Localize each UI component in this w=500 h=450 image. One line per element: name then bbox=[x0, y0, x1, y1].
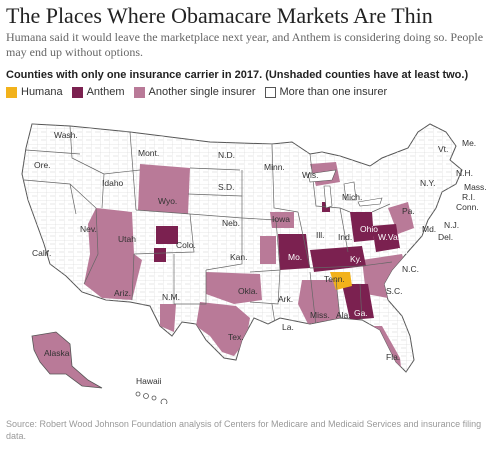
label-kan: Kan. bbox=[230, 252, 248, 262]
great-lakes bbox=[307, 169, 383, 209]
label-ariz: Ariz. bbox=[114, 288, 131, 298]
map-title: Counties with only one insurance carrier… bbox=[6, 69, 469, 81]
region-texas bbox=[196, 302, 250, 356]
label-del: Del. bbox=[438, 232, 453, 242]
region-pa-md bbox=[388, 202, 414, 234]
label-nm: N.M. bbox=[162, 292, 180, 302]
label-ohio: Ohio bbox=[360, 224, 378, 234]
label-wva: W.Va. bbox=[378, 232, 400, 242]
label-me: Me. bbox=[462, 138, 476, 148]
label-mass: Mass. bbox=[464, 182, 487, 192]
legend-swatch-humana bbox=[6, 86, 17, 98]
label-wash: Wash. bbox=[54, 130, 78, 140]
label-miss: Miss. bbox=[310, 310, 330, 320]
label-ny: N.Y. bbox=[420, 178, 435, 188]
label-nc: N.C. bbox=[402, 264, 419, 274]
label-neb: Neb. bbox=[222, 218, 240, 228]
label-wis: Wis. bbox=[302, 170, 319, 180]
county-grid bbox=[22, 124, 462, 372]
region-southeast bbox=[298, 280, 340, 324]
label-ri: R.I. bbox=[462, 192, 475, 202]
region-kentucky bbox=[310, 246, 366, 272]
region-georgia bbox=[342, 284, 374, 320]
label-md: Md. bbox=[422, 224, 436, 234]
legend-item-other: Another single insurer bbox=[133, 86, 256, 98]
state-labels: Wash. Ore. Calif. Nev. Idaho Mont. Wyo. … bbox=[32, 130, 487, 386]
label-ind: Ind. bbox=[338, 232, 352, 242]
anthem-regions bbox=[154, 202, 400, 320]
region-virginia bbox=[372, 224, 400, 252]
label-wyo: Wyo. bbox=[158, 196, 177, 206]
label-ky: Ky. bbox=[350, 254, 362, 264]
label-ala: Ala. bbox=[336, 310, 351, 320]
region-utah-arizona bbox=[84, 208, 142, 300]
label-ore: Ore. bbox=[34, 160, 51, 170]
label-idaho: Idaho bbox=[102, 178, 124, 188]
region-colorado-south bbox=[154, 248, 166, 262]
region-missouri bbox=[278, 234, 310, 270]
region-ohio bbox=[350, 212, 374, 242]
label-conn: Conn. bbox=[456, 202, 479, 212]
label-sc: S.C. bbox=[386, 286, 403, 296]
label-mont: Mont. bbox=[138, 148, 159, 158]
label-mich: Mich. bbox=[342, 192, 362, 202]
us-map-svg: Wash. Ore. Calif. Nev. Idaho Mont. Wyo. … bbox=[21, 123, 487, 404]
region-colorado bbox=[156, 226, 178, 244]
label-mo: Mo. bbox=[288, 252, 302, 262]
label-ga: Ga. bbox=[354, 308, 368, 318]
legend-swatch-other bbox=[133, 86, 145, 98]
headline: The Places Where Obamacare Markets Are T… bbox=[6, 3, 433, 28]
region-missouri-west bbox=[260, 236, 276, 264]
label-nd: N.D. bbox=[218, 150, 235, 160]
label-sd: S.D. bbox=[218, 182, 235, 192]
legend-item-multiple: More than one insurer bbox=[264, 86, 388, 98]
legend-label-humana: Humana bbox=[21, 86, 63, 98]
label-tex: Tex. bbox=[228, 332, 244, 342]
label-okla: Okla. bbox=[238, 286, 258, 296]
legend-label-other: Another single insurer bbox=[148, 86, 256, 98]
label-iowa: Iowa bbox=[272, 214, 290, 224]
label-alaska: Alaska bbox=[44, 348, 70, 358]
label-la: La. bbox=[282, 322, 294, 332]
label-minn: Minn. bbox=[264, 162, 285, 172]
legend-item-humana: Humana bbox=[6, 86, 63, 98]
legend-label-multiple: More than one insurer bbox=[279, 86, 388, 98]
label-nj: N.J. bbox=[444, 220, 459, 230]
label-nev: Nev. bbox=[80, 224, 97, 234]
label-vt: Vt. bbox=[438, 144, 448, 154]
legend-swatch-anthem bbox=[71, 86, 83, 98]
hawaii-islands bbox=[135, 391, 168, 404]
legend: Humana Anthem Another single insurer Mor… bbox=[6, 86, 396, 98]
label-calif: Calif. bbox=[32, 248, 51, 258]
region-humana-tennessee bbox=[330, 272, 352, 290]
region-wyoming bbox=[138, 164, 190, 214]
label-va: Va. bbox=[398, 246, 410, 256]
legend-item-anthem: Anthem bbox=[71, 86, 125, 98]
label-pa: Pa. bbox=[402, 206, 415, 216]
region-oklahoma bbox=[206, 272, 262, 304]
alaska-outline bbox=[31, 331, 103, 389]
label-hawaii: Hawaii bbox=[136, 376, 162, 386]
source-note: Source: Robert Wood Johnson Foundation a… bbox=[6, 419, 482, 441]
region-nm-border bbox=[160, 304, 176, 332]
dek: Humana said it would leave the marketpla… bbox=[6, 30, 484, 59]
label-nh: N.H. bbox=[456, 168, 473, 178]
legend-swatch-multiple bbox=[264, 86, 276, 98]
label-utah: Utah bbox=[118, 234, 136, 244]
label-tenn: Tenn. bbox=[324, 274, 345, 284]
legend-label-anthem: Anthem bbox=[86, 86, 125, 98]
label-colo: Colo. bbox=[176, 240, 196, 250]
label-fla: Fla. bbox=[386, 352, 400, 362]
label-ill: Ill. bbox=[316, 230, 325, 240]
us-county-map: Wash. Ore. Calif. Nev. Idaho Mont. Wyo. … bbox=[10, 104, 494, 404]
label-ark: Ark. bbox=[278, 294, 293, 304]
